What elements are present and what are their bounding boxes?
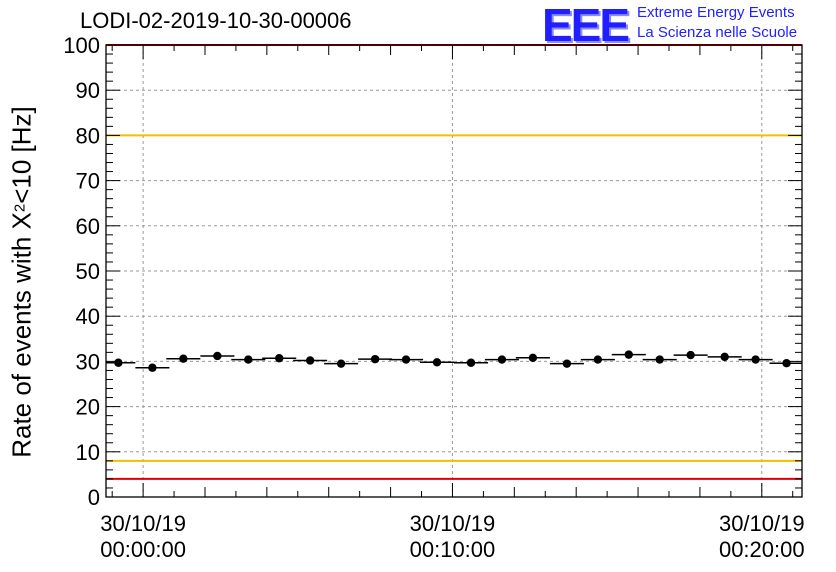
y-tick-label: 100 — [63, 33, 100, 58]
x-tick-label-time: 00:20:00 — [719, 537, 805, 562]
y-tick-label: 80 — [76, 123, 100, 148]
data-point — [528, 353, 538, 362]
data-point — [686, 350, 695, 360]
data-point — [305, 356, 315, 365]
data-point — [624, 350, 633, 359]
logo-line-2: La Scienza nelle Scuole — [637, 24, 798, 41]
data-point — [244, 355, 253, 364]
data-point — [751, 355, 760, 364]
x-tick-label-time: 00:00:00 — [100, 537, 186, 562]
data-point — [466, 358, 476, 367]
data-point — [213, 351, 222, 361]
data-point — [782, 359, 791, 368]
data-point — [720, 352, 729, 362]
data-point — [562, 359, 572, 368]
data-point — [148, 363, 157, 372]
x-tick-label-time: 00:10:00 — [410, 537, 496, 562]
y-tick-label: 0 — [88, 485, 100, 510]
y-tick-label: 50 — [76, 259, 100, 284]
y-tick-label: 30 — [76, 349, 100, 374]
y-tick-label: 10 — [76, 440, 100, 465]
y-tick-label: 20 — [76, 395, 100, 420]
y-tick-label: 70 — [76, 169, 100, 194]
x-tick-label-date: 30/10/19 — [410, 511, 496, 536]
data-point — [432, 358, 442, 367]
data-point — [497, 355, 507, 364]
data-point — [275, 354, 284, 363]
y-tick-label: 90 — [76, 78, 100, 103]
eee-logo: EEE — [542, 0, 630, 51]
data-point — [336, 359, 346, 368]
data-point — [179, 354, 188, 363]
reference-lines — [106, 44, 802, 480]
data-point — [593, 355, 603, 364]
logo-line-1: Extreme Energy Events — [637, 4, 795, 21]
x-tick-label-date: 30/10/19 — [100, 511, 186, 536]
data-point — [114, 358, 123, 367]
data-point — [401, 355, 411, 364]
data-series — [106, 350, 802, 372]
y-tick-label: 40 — [76, 304, 100, 329]
grid — [106, 45, 802, 497]
y-tick-label: 60 — [76, 214, 100, 239]
x-axis: 30/10/1900:00:0030/10/1900:10:0030/10/19… — [100, 45, 805, 562]
x-tick-label-date: 30/10/19 — [719, 511, 805, 536]
chart-title: LODI-02-2019-10-30-00006 — [80, 8, 352, 33]
y-axis: 0 10 20 30 40 50 60 70 80 90 100 — [63, 33, 802, 510]
data-point — [655, 355, 664, 364]
data-point — [370, 354, 380, 364]
